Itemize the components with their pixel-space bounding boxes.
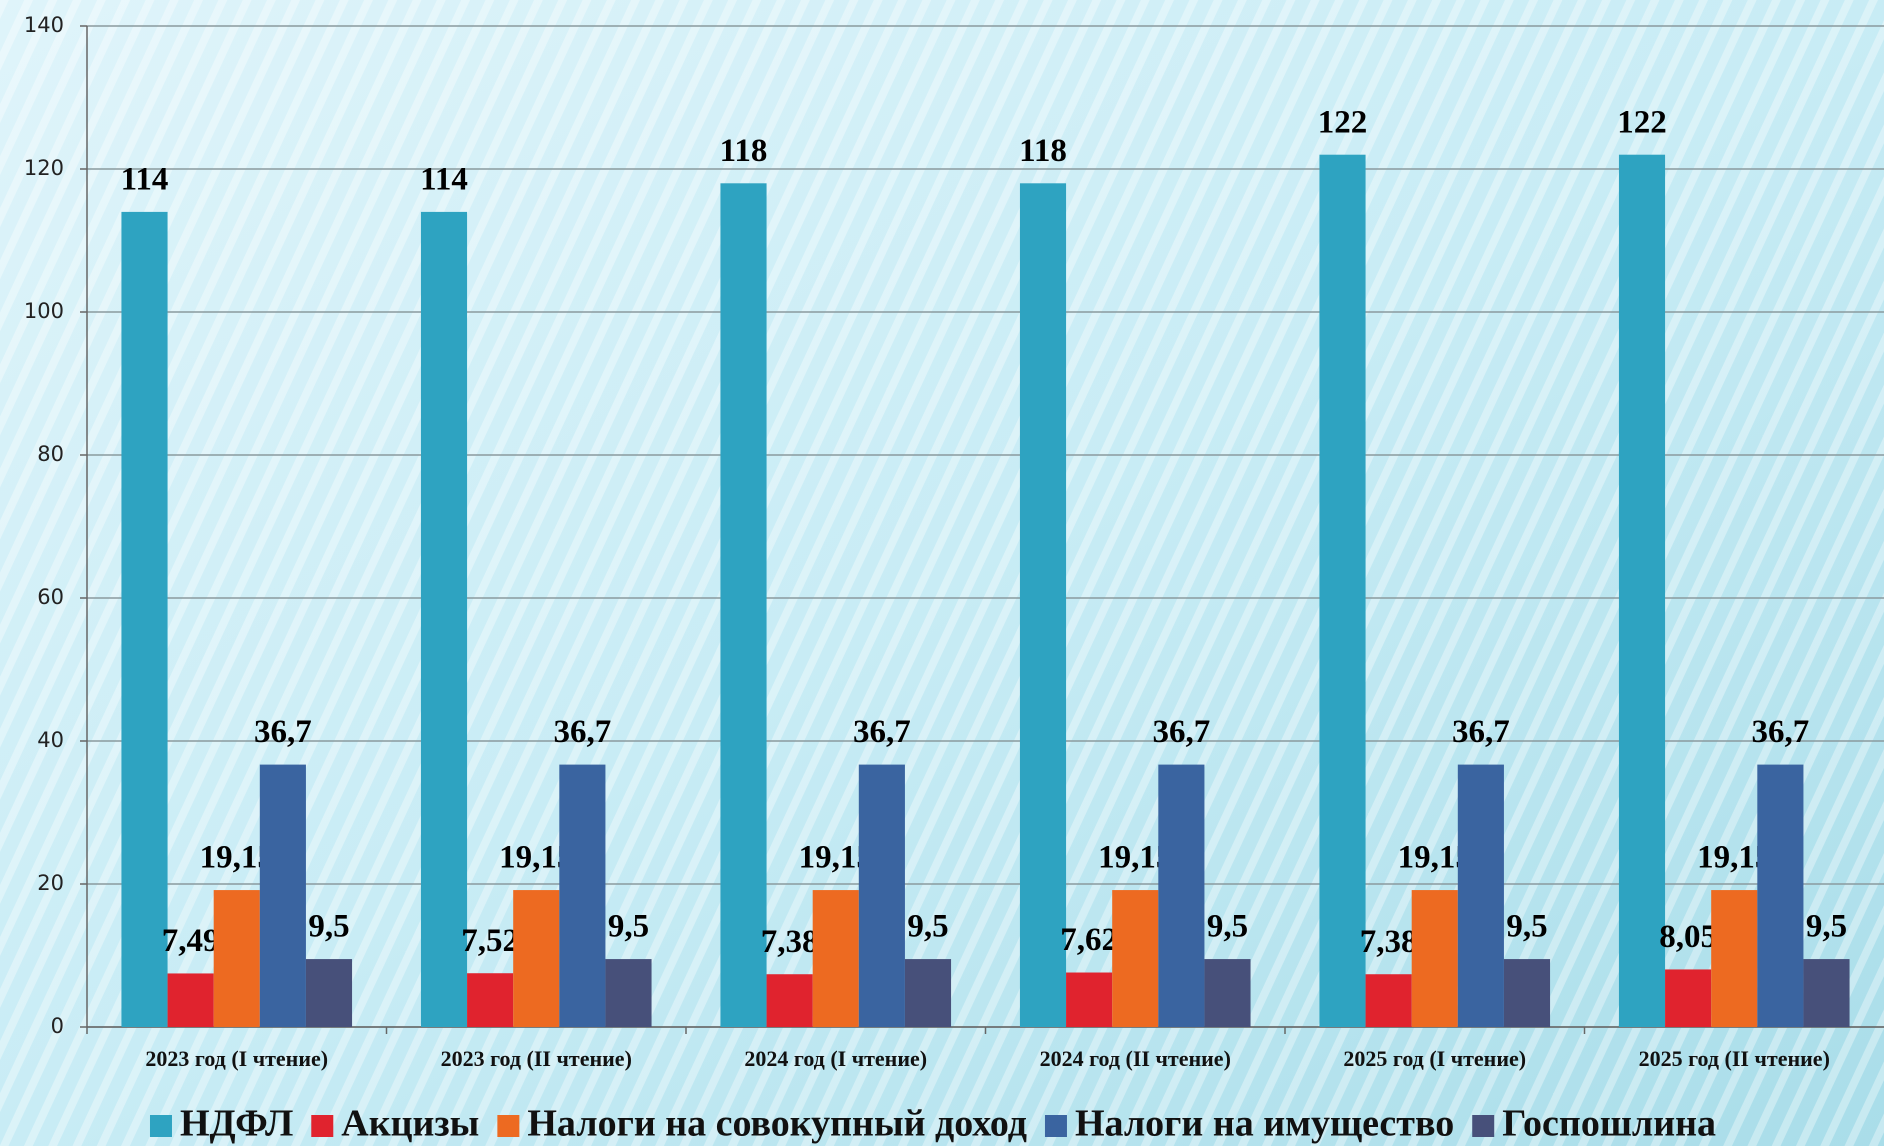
bar xyxy=(167,973,214,1027)
bar xyxy=(858,764,905,1027)
value-label: 9,5 xyxy=(308,909,349,945)
bar xyxy=(605,959,652,1027)
value-label: 7,38 xyxy=(1360,924,1418,960)
value-label: 122 xyxy=(1318,104,1368,140)
bar xyxy=(1019,183,1067,1028)
bar xyxy=(1158,764,1205,1027)
legend-swatch xyxy=(311,1115,334,1137)
legend-swatch xyxy=(497,1115,520,1137)
y-tick-label: 20 xyxy=(37,871,64,895)
bar xyxy=(513,890,560,1027)
bar xyxy=(121,211,168,1027)
legend-label: Налоги на имущество xyxy=(1075,1103,1454,1145)
bar xyxy=(1066,972,1113,1027)
y-tick-label: 140 xyxy=(24,13,64,37)
value-label: 7,49 xyxy=(162,923,220,959)
value-label: 118 xyxy=(1019,133,1067,169)
legend-swatch xyxy=(149,1115,172,1137)
bar xyxy=(720,183,767,1028)
bar xyxy=(1112,890,1159,1027)
legend-swatch xyxy=(1044,1115,1067,1137)
bar xyxy=(1365,974,1412,1027)
x-tick-label: 2023 год (II чтение) xyxy=(441,1046,632,1071)
x-tick-label: 2025 год (I чтение) xyxy=(1343,1046,1526,1071)
x-tick-label: 2024 год (II чтение) xyxy=(1040,1046,1231,1071)
value-label: 36,7 xyxy=(1452,714,1510,750)
x-tick-label: 2025 год (II чтение) xyxy=(1639,1046,1830,1071)
bar xyxy=(213,890,260,1027)
y-tick-label: 0 xyxy=(51,1014,64,1038)
value-label: 114 xyxy=(420,161,468,197)
value-label: 122 xyxy=(1617,104,1667,140)
legend-label: Акцизы xyxy=(341,1103,479,1145)
legend-label: НДФЛ xyxy=(180,1103,293,1145)
value-label: 114 xyxy=(121,161,169,197)
value-label: 9,5 xyxy=(1207,909,1248,945)
legend-label: Налоги на совокупный доход xyxy=(527,1103,1027,1145)
y-tick-label: 40 xyxy=(37,728,64,752)
x-tick-label: 2024 год (I чтение) xyxy=(744,1046,927,1071)
y-tick-label: 60 xyxy=(37,585,64,609)
legend-label: Госпошлина xyxy=(1502,1103,1716,1145)
bar xyxy=(467,973,514,1027)
bar xyxy=(1503,959,1551,1027)
y-tick-label: 120 xyxy=(24,156,64,180)
bar xyxy=(1319,154,1366,1027)
value-label: 9,5 xyxy=(907,909,948,945)
bar xyxy=(766,974,813,1027)
bar xyxy=(1457,764,1504,1027)
value-label: 118 xyxy=(720,133,768,169)
y-tick-label: 100 xyxy=(24,299,64,323)
value-label: 36,7 xyxy=(1751,714,1809,750)
bar xyxy=(1411,890,1458,1027)
value-label: 36,7 xyxy=(1152,714,1210,750)
bar xyxy=(559,764,606,1027)
value-label: 36,7 xyxy=(553,714,611,750)
value-label: 9,5 xyxy=(1806,909,1847,945)
value-label: 7,38 xyxy=(761,924,819,960)
bar xyxy=(1757,764,1804,1027)
x-tick-label: 2023 год (I чтение) xyxy=(145,1046,328,1071)
value-label: 9,5 xyxy=(608,909,649,945)
value-label: 7,62 xyxy=(1060,922,1118,958)
bar xyxy=(305,959,353,1027)
bar xyxy=(1665,969,1712,1027)
bar xyxy=(420,211,468,1027)
bar xyxy=(812,890,859,1027)
bar xyxy=(904,959,952,1027)
bar xyxy=(1803,959,1850,1027)
bar xyxy=(1204,959,1251,1027)
value-label: 9,5 xyxy=(1506,909,1547,945)
value-label: 36,7 xyxy=(254,714,312,750)
value-label: 7,52 xyxy=(461,923,519,959)
bar xyxy=(259,764,306,1027)
bar xyxy=(1618,154,1666,1027)
value-label: 8,05 xyxy=(1659,919,1717,955)
value-label: 36,7 xyxy=(853,714,911,750)
y-tick-label: 80 xyxy=(37,442,64,466)
legend-swatch xyxy=(1472,1115,1495,1137)
bar xyxy=(1711,890,1758,1027)
